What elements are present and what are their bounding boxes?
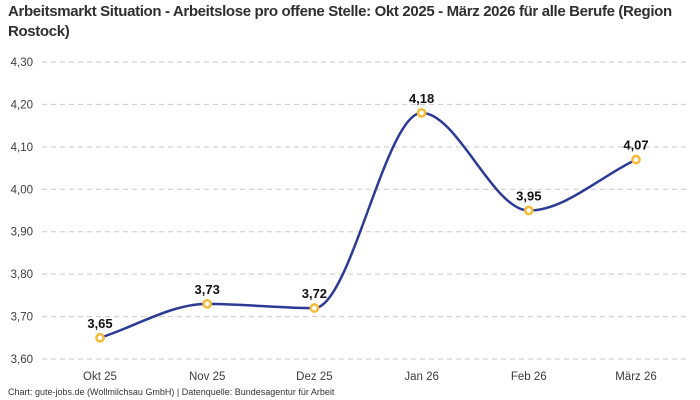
data-point-label: 4,07: [623, 138, 648, 153]
x-tick-label: Nov 25: [189, 371, 225, 383]
data-point-marker: [202, 298, 213, 309]
data-point-label: 3,65: [87, 316, 112, 331]
data-point-marker: [95, 332, 105, 343]
y-tick-label: 3,80: [11, 269, 33, 281]
x-tick-label: Dez 25: [296, 371, 332, 383]
data-point-label: 3,73: [195, 282, 220, 297]
data-point-label: 3,72: [302, 286, 327, 301]
x-tick-label: Okt 25: [83, 371, 117, 383]
x-tick-label: Feb 26: [511, 371, 547, 383]
x-tick-label: Jan 26: [404, 371, 439, 383]
y-tick-label: 3,60: [11, 354, 33, 366]
y-tick-label: 4,30: [11, 57, 33, 69]
y-tick-label: 3,70: [11, 312, 33, 324]
y-tick-label: 3,90: [11, 227, 33, 239]
chart-source-credit: Chart: gute-jobs.de (Wollmilchsau GmbH) …: [8, 387, 335, 397]
y-tick-label: 4,20: [11, 99, 33, 111]
chart-title: Arbeitsmarkt Situation - Arbeitslose pro…: [8, 3, 672, 40]
data-point-label: 3,95: [516, 189, 541, 204]
data-point-label: 4,18: [409, 91, 434, 106]
data-point-marker: [416, 108, 427, 118]
y-tick-label: 4,00: [11, 184, 33, 196]
data-point-marker: [309, 303, 320, 313]
x-tick-label: März 26: [615, 371, 657, 383]
y-tick-label: 4,10: [11, 142, 33, 154]
data-point-marker: [523, 205, 534, 216]
data-point-marker: [631, 154, 641, 165]
